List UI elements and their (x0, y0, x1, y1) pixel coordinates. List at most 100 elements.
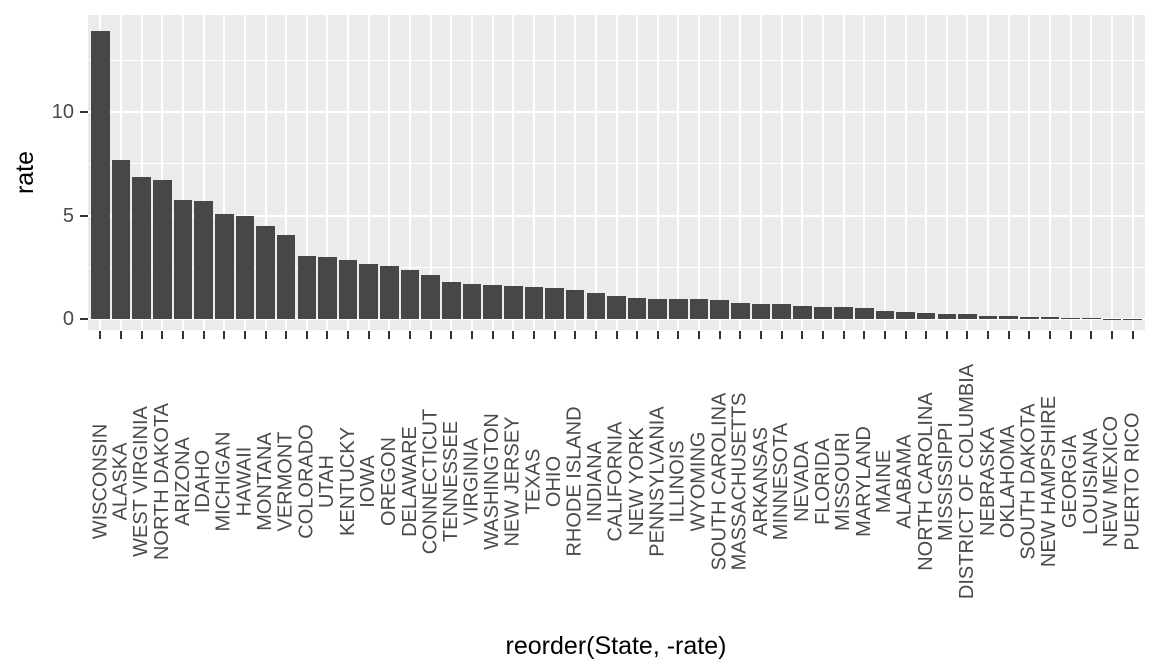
x-axis-tick-mark (470, 331, 473, 339)
bar (834, 307, 853, 320)
gridline-category (863, 15, 866, 330)
x-axis-tick-label-text: ALABAMA (894, 433, 917, 529)
x-axis-tick-label-text: NEW HAMPSHIRE (1038, 395, 1061, 567)
x-axis-tick-mark (450, 331, 453, 339)
gridline-category (285, 15, 288, 330)
bar (813, 307, 833, 320)
x-axis-tick-mark (925, 331, 928, 339)
x-axis-tick-mark (574, 331, 577, 339)
x-axis-tick-mark (347, 331, 350, 339)
x-axis-tick-label-text: OKLAHOMA (997, 424, 1020, 538)
x-axis-tick-label-text: WYOMING (687, 431, 710, 531)
x-axis-tick-mark (987, 331, 990, 339)
bar (586, 293, 606, 320)
bar (173, 200, 193, 320)
x-axis-tick-label-text: NEVADA (790, 440, 813, 522)
bar (276, 235, 296, 320)
x-axis-tick-mark (161, 331, 164, 339)
gridline-category (202, 15, 205, 330)
y-axis-tick-label: 10 (51, 101, 74, 123)
x-axis-tick-mark (636, 331, 639, 339)
y-axis-tick-mark (80, 111, 88, 113)
x-axis-tick-label-text: TEXAS (522, 448, 545, 514)
x-axis-tick-label-text: IOWA (357, 454, 380, 508)
x-axis-tick-label-text: DELAWARE (398, 425, 421, 537)
x-axis-tick-label-text: SOUTH DAKOTA (1017, 402, 1040, 560)
x-axis-tick-label-text: GEORGIA (1059, 434, 1082, 528)
gridline-category (450, 15, 453, 330)
x-axis-tick-mark (409, 331, 412, 339)
gridline-category (553, 15, 556, 330)
x-axis-tick-label-text: WASHINGTON (481, 412, 504, 550)
x-axis-tick-mark (99, 331, 102, 339)
x-axis-tick-mark (863, 331, 866, 339)
x-axis-tick-mark (388, 331, 391, 339)
gridline-category (945, 15, 948, 330)
x-axis-tick-label-text: DISTRICT OF COLUMBIA (955, 363, 978, 599)
gridline-category (305, 15, 308, 330)
gridline-category (698, 15, 701, 330)
gridline-category (842, 15, 845, 330)
bar (710, 299, 729, 320)
x-axis-tick-mark (202, 331, 205, 339)
x-axis-tick-mark (677, 331, 680, 339)
gridline-category (904, 15, 907, 330)
bar (442, 281, 461, 320)
x-axis-tick-mark (1090, 331, 1093, 339)
x-axis-tick-mark (656, 331, 659, 339)
bar (503, 286, 523, 320)
x-axis-tick-mark (966, 331, 969, 339)
x-axis-tick-mark (883, 331, 886, 339)
bar (1061, 317, 1080, 320)
gridline-category (636, 15, 639, 330)
bar (978, 316, 998, 320)
bar (937, 313, 957, 320)
x-axis-tick-mark (285, 331, 288, 339)
x-axis-tick-mark (1131, 331, 1134, 339)
x-axis-tick-mark (945, 331, 948, 339)
x-axis-tick-label-text: MAINE (873, 449, 896, 513)
x-axis-tick-mark (698, 331, 701, 339)
bar (1020, 317, 1039, 320)
gridline-category (780, 15, 783, 330)
bar (400, 269, 420, 320)
gridline-category (594, 15, 597, 330)
x-axis-tick-mark (223, 331, 226, 339)
x-axis-tick-mark (1028, 331, 1031, 339)
x-axis-tick-label-text: NORTH DAKOTA (150, 402, 173, 560)
x-axis-tick-label-text: CALIFORNIA (605, 420, 627, 542)
gridline-category (615, 15, 618, 330)
bar (565, 289, 585, 320)
bar (256, 226, 275, 320)
bar (483, 284, 502, 320)
bar (1102, 318, 1122, 320)
bar (359, 264, 379, 320)
gridline-category (161, 15, 164, 330)
x-axis-tick-label-text: NEW MEXICO (1100, 415, 1123, 547)
gridline-category (760, 15, 762, 330)
gridline-category (883, 15, 886, 330)
bar (854, 307, 874, 320)
bar (607, 295, 626, 320)
x-axis-tick-label-text: ARKANSAS (749, 426, 772, 536)
gridline-category (925, 15, 928, 330)
bar (958, 314, 977, 320)
x-axis-tick-label-text: NEW JERSEY (501, 415, 524, 547)
y-axis-title-text: rate (11, 150, 40, 194)
bar (751, 303, 771, 320)
bar (235, 215, 255, 320)
x-axis-tick-label-text: WISCONSIN (88, 423, 111, 539)
x-axis-tick-mark (512, 331, 515, 339)
x-axis-tick-label-text: ARIZONA (171, 436, 194, 526)
gridline-category (1028, 15, 1031, 330)
y-axis-tick-label: 5 (62, 204, 74, 227)
gridline-category (181, 15, 184, 330)
gridline-category (677, 15, 680, 330)
bar (689, 299, 709, 320)
gridline-category (388, 15, 391, 330)
x-axis-tick-mark (615, 331, 618, 339)
gridline-category (140, 15, 143, 330)
gridline-category (574, 15, 577, 330)
x-axis-tick-label-text: MISSOURI (832, 431, 855, 531)
gridline-category (264, 15, 267, 330)
